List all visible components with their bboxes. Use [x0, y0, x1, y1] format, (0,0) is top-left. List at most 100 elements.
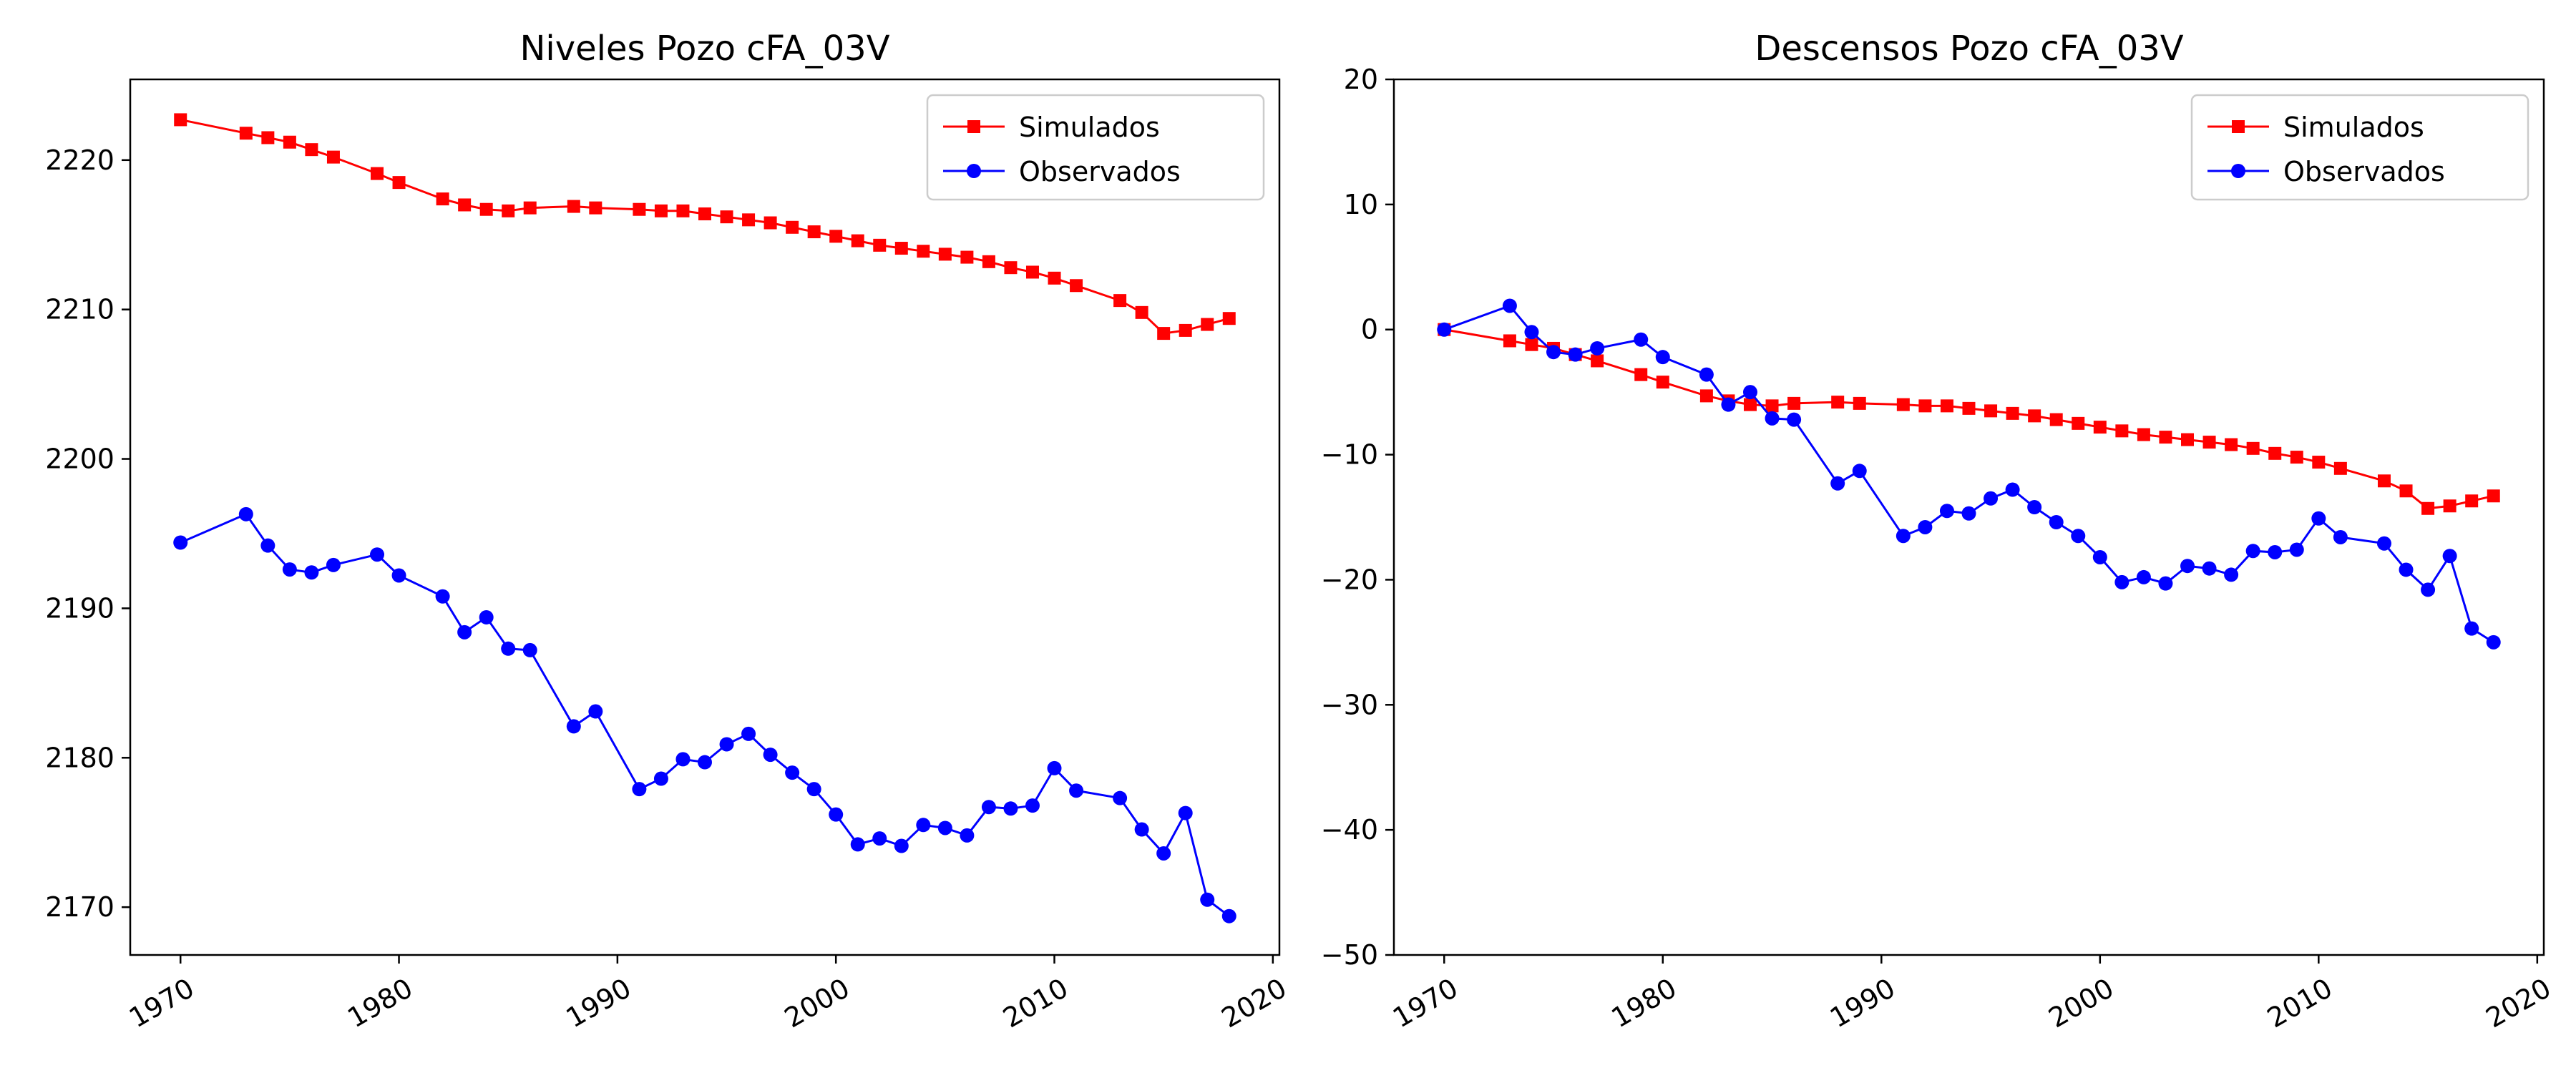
data-point	[917, 245, 930, 258]
data-point	[2333, 461, 2347, 475]
data-point	[1940, 399, 1953, 413]
data-point	[1962, 401, 1976, 415]
data-point	[1179, 323, 1192, 337]
data-point	[2399, 562, 2414, 577]
data-point	[1525, 338, 1538, 351]
data-point	[2202, 561, 2217, 576]
data-point	[2245, 544, 2260, 559]
data-point	[2115, 424, 2129, 438]
data-point	[1787, 396, 1801, 410]
data-point	[850, 837, 865, 852]
data-point	[2005, 482, 2020, 497]
data-point	[720, 210, 733, 224]
data-point	[1025, 798, 1040, 813]
data-point	[326, 557, 341, 572]
plot-marks	[173, 113, 1236, 923]
data-point	[1003, 801, 1018, 816]
data-point	[1178, 805, 1193, 820]
data-point	[1047, 760, 1062, 775]
data-point	[1201, 318, 1214, 331]
data-point	[2333, 529, 2348, 544]
data-point	[1135, 305, 1148, 319]
data-point	[479, 202, 493, 216]
data-point	[981, 800, 996, 815]
data-point	[2268, 544, 2283, 559]
data-point	[2376, 536, 2391, 551]
data-point	[435, 589, 450, 604]
data-point	[2071, 529, 2086, 544]
chart-title: Descensos Pozo cFA_03V	[1755, 29, 2183, 69]
data-point	[653, 771, 668, 786]
data-point	[238, 506, 253, 521]
legend-label: Simulados	[1019, 112, 1160, 143]
data-point	[2421, 582, 2436, 597]
data-point	[2486, 635, 2501, 650]
data-point	[2443, 499, 2457, 513]
data-point	[1200, 892, 1215, 907]
data-point	[2289, 542, 2304, 557]
data-point	[632, 782, 647, 797]
data-point	[501, 641, 516, 656]
data-point	[457, 624, 472, 640]
data-point	[1918, 399, 1932, 413]
data-point	[916, 818, 931, 833]
data-point	[1157, 327, 1171, 340]
data-point	[588, 704, 603, 719]
data-point	[502, 204, 515, 217]
data-point	[894, 242, 908, 255]
data-point	[763, 216, 777, 230]
data-point	[2093, 421, 2107, 434]
y-tick-label: 2190	[45, 592, 114, 624]
data-point	[742, 213, 756, 227]
legend: Simulados Observados	[2190, 94, 2529, 201]
data-point	[2224, 567, 2239, 582]
data-point	[1830, 476, 1845, 491]
data-point	[2399, 484, 2413, 498]
data-point	[1004, 261, 1018, 275]
y-tick-label: 2220	[45, 144, 114, 176]
data-point	[2049, 413, 2063, 426]
data-point	[304, 565, 319, 580]
data-point	[2312, 456, 2326, 469]
legend-box	[926, 94, 1265, 201]
data-point	[786, 220, 799, 234]
data-point	[523, 201, 537, 215]
data-point	[1048, 271, 1061, 285]
legend-box	[2190, 94, 2529, 201]
data-point	[2311, 511, 2326, 526]
data-point	[261, 131, 275, 144]
data-point	[719, 737, 734, 752]
data-point	[1984, 404, 1998, 418]
data-point	[894, 838, 909, 853]
data-point	[1113, 790, 1128, 805]
plot-marks	[1437, 298, 2501, 650]
data-point	[282, 562, 297, 577]
data-point	[1852, 464, 1867, 479]
y-axis: 2170 2180 2190 2200 2210 2220	[45, 144, 130, 923]
y-tick-label: 0	[1361, 314, 1378, 346]
data-point	[2159, 431, 2172, 444]
data-point	[1590, 340, 1605, 356]
data-point	[1699, 389, 1713, 403]
data-point	[1070, 279, 1083, 293]
data-point	[566, 719, 581, 734]
data-point	[1655, 350, 1670, 365]
data-point	[2072, 416, 2085, 430]
data-point	[2290, 451, 2303, 464]
data-point	[1984, 491, 1999, 506]
legend-label: Observados	[2283, 156, 2445, 187]
data-point	[1222, 312, 1236, 325]
y-tick-label: 20	[1344, 64, 1378, 95]
data-point	[2049, 514, 2064, 529]
data-point	[2268, 446, 2282, 460]
data-point	[2377, 474, 2391, 488]
y-tick-label: −50	[1321, 939, 1378, 971]
data-point	[2137, 428, 2150, 441]
data-point	[1591, 354, 1604, 368]
data-point	[829, 807, 844, 822]
data-point	[698, 207, 711, 220]
data-point	[370, 547, 385, 562]
data-point	[1787, 412, 1802, 427]
data-point	[1656, 376, 1669, 389]
data-point	[2136, 569, 2151, 584]
